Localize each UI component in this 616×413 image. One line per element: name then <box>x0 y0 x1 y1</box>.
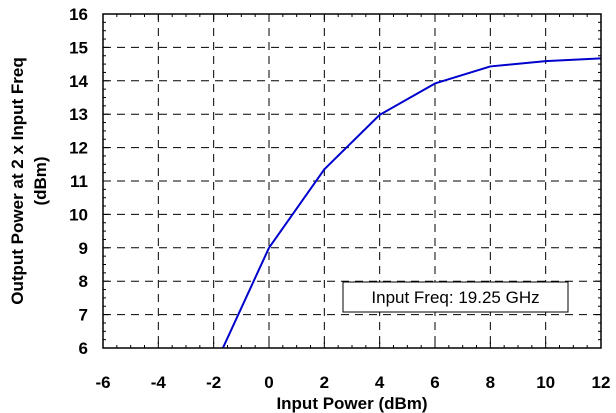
y-tick-label: 8 <box>79 272 88 291</box>
y-axis-title-line-2: (dBm) <box>31 156 50 205</box>
annotation-box: Input Freq: 19.25 GHz <box>342 281 569 313</box>
x-axis-title: Input Power (dBm) <box>276 394 427 413</box>
y-tick-labels: 6 7 8 9 10 11 12 13 14 15 16 <box>69 5 88 358</box>
x-tick-label: 8 <box>486 373 495 392</box>
y-tick-label: 16 <box>69 5 88 24</box>
x-tick-label: 12 <box>592 373 611 392</box>
plot-frame <box>102 13 602 349</box>
series-group <box>221 57 601 348</box>
x-tick-label: 6 <box>430 373 439 392</box>
y-tick-label: 12 <box>69 139 88 158</box>
y-axis-title-line-1: Output Power at 2 x Input Freq <box>8 57 27 304</box>
y-tick-label: 15 <box>69 38 88 57</box>
annotation-text: Input Freq: 19.25 GHz <box>371 288 539 307</box>
y-tick-label: 13 <box>69 105 88 124</box>
y-tick-label: 6 <box>79 339 88 358</box>
y-tick-label: 10 <box>69 205 88 224</box>
x-tick-label: -6 <box>95 373 110 392</box>
x-tick-label: -2 <box>206 373 221 392</box>
series-line <box>221 57 601 348</box>
y-tick-label: 14 <box>69 72 88 91</box>
x-tick-label: 2 <box>320 373 329 392</box>
x-tick-labels: -6 -4 -2 0 2 4 6 8 10 12 <box>95 373 610 392</box>
x-tick-label: 10 <box>536 373 555 392</box>
y-tick-label: 7 <box>79 306 88 325</box>
x-tick-label: -4 <box>151 373 167 392</box>
x-tick-label: 0 <box>264 373 273 392</box>
y-tick-label: 9 <box>79 239 88 258</box>
y-tick-label: 11 <box>70 172 88 191</box>
x-tick-label: 4 <box>375 373 385 392</box>
